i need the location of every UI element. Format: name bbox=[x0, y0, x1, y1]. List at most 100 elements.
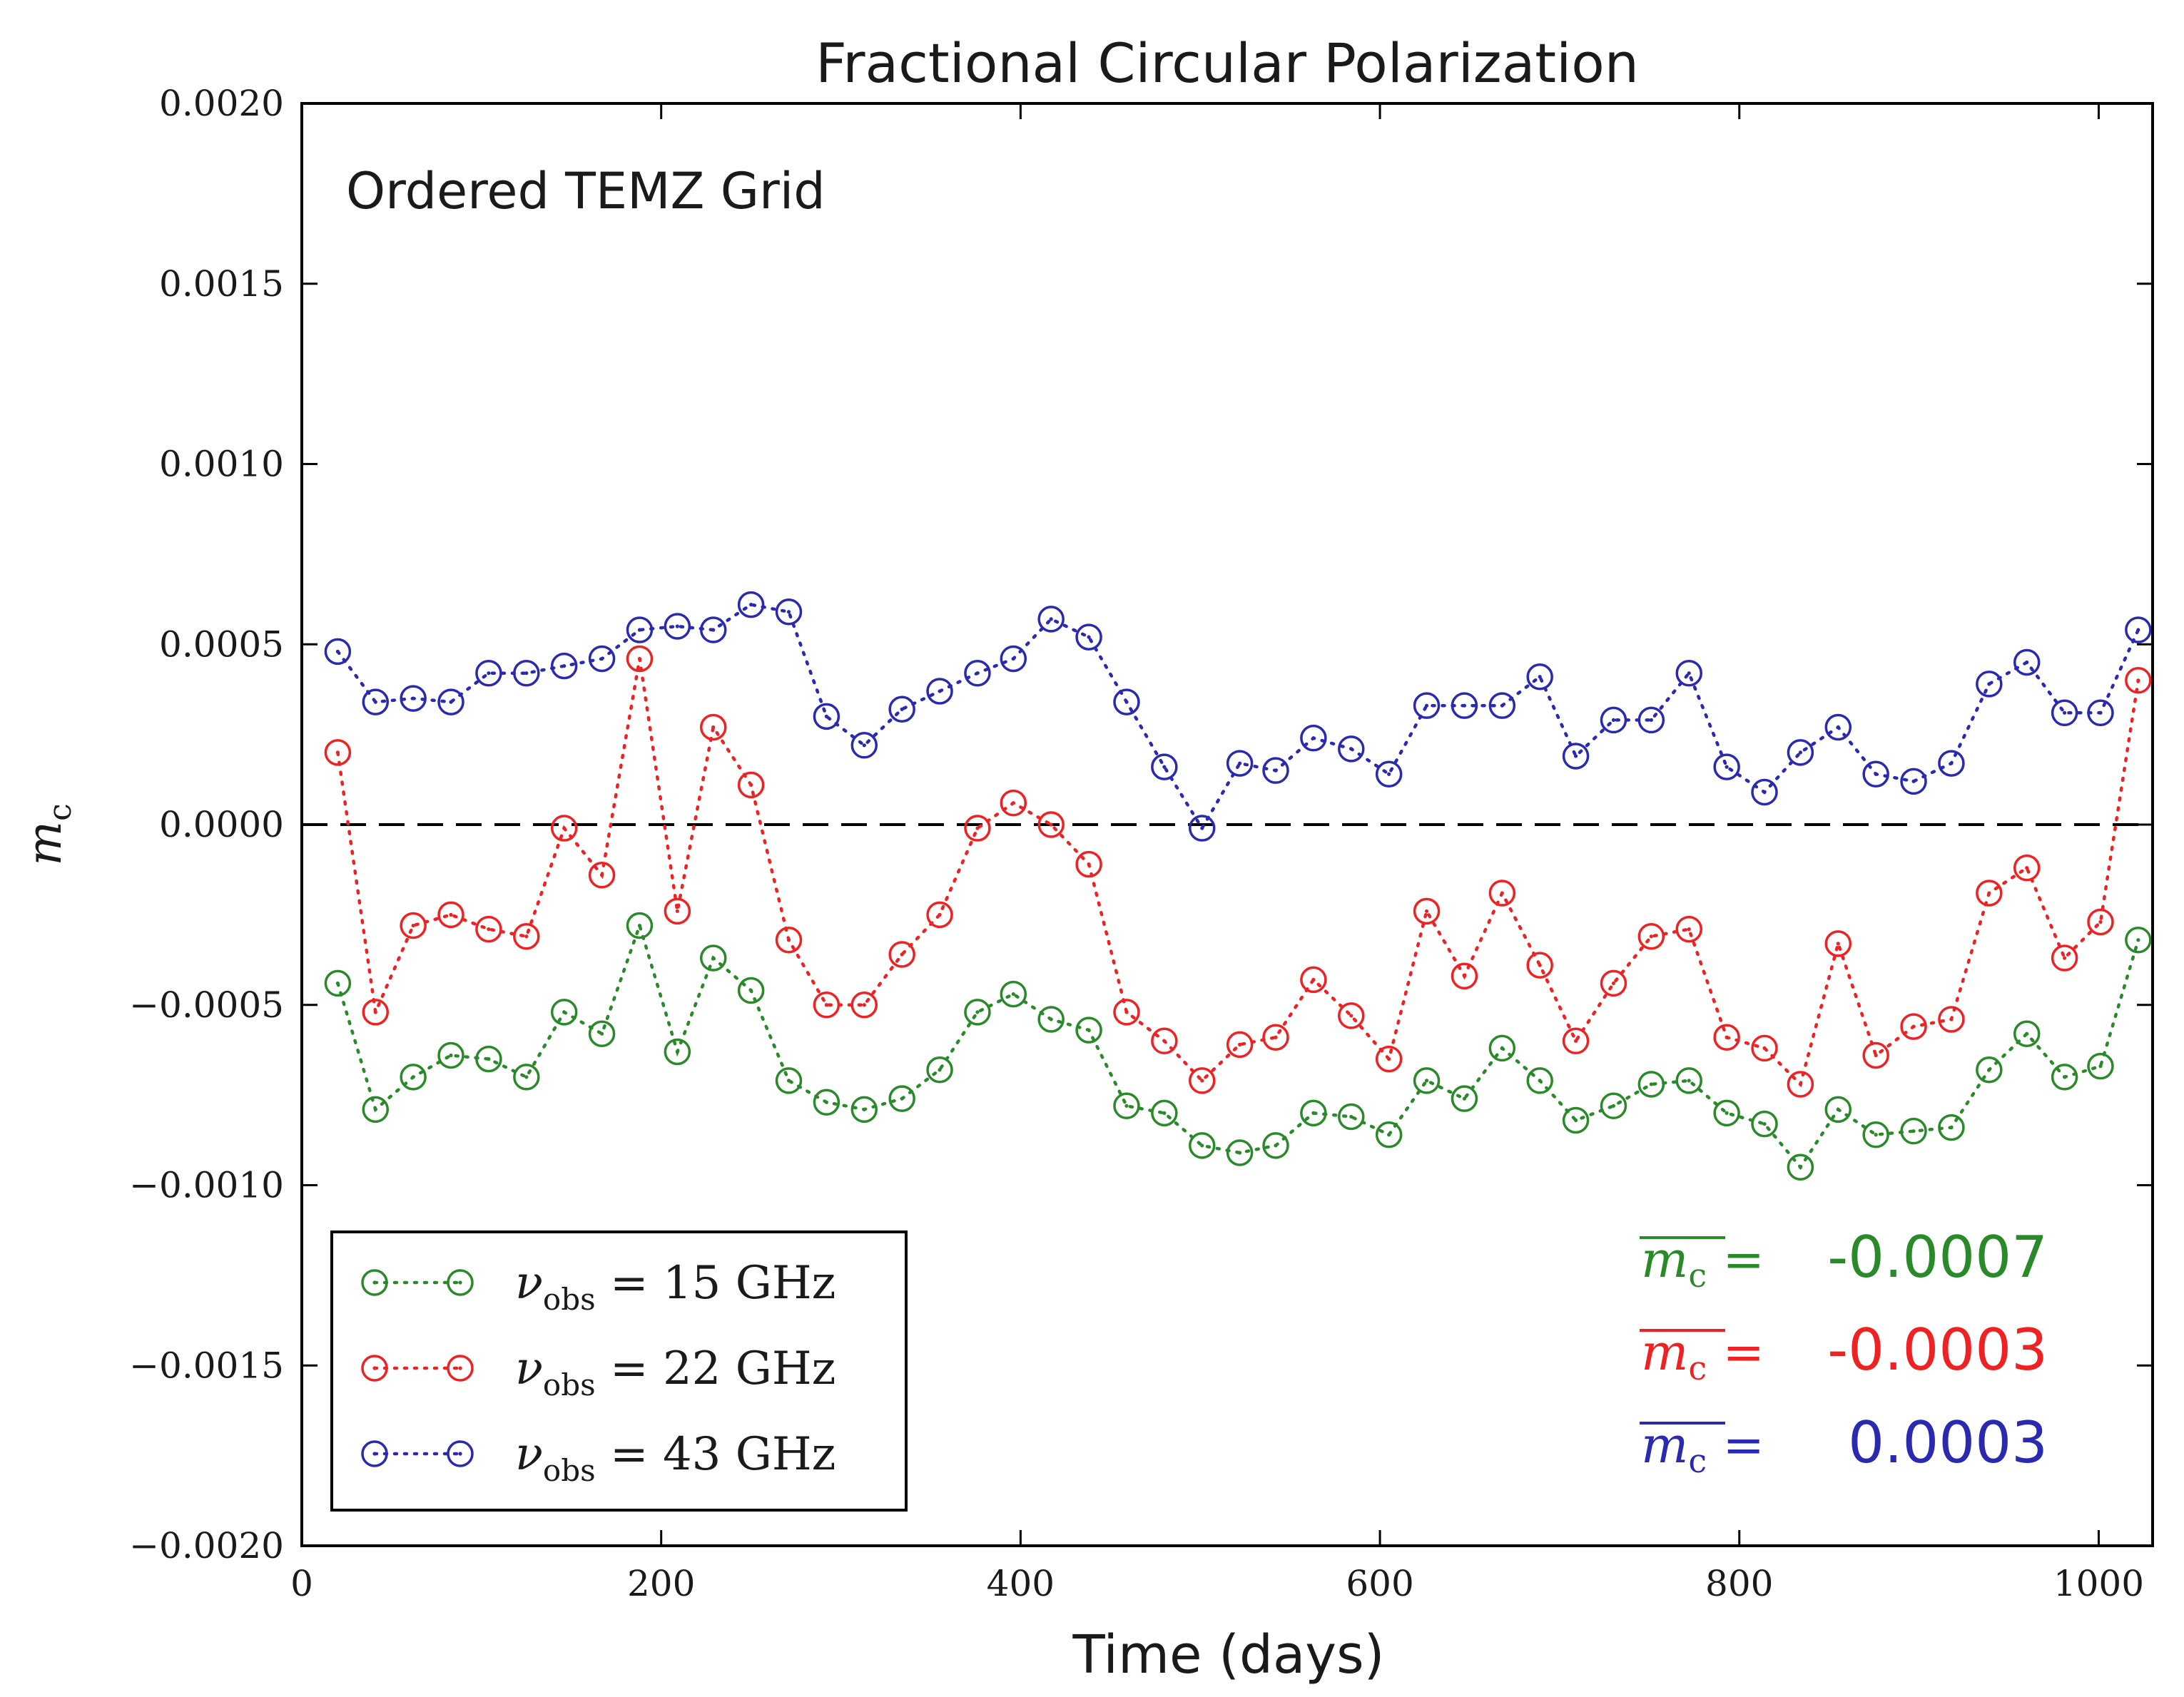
data-point-center bbox=[1311, 736, 1316, 740]
data-point-center bbox=[487, 1056, 491, 1061]
data-point bbox=[2125, 667, 2152, 694]
data-point bbox=[775, 927, 803, 954]
data-point-center bbox=[1874, 1053, 1878, 1058]
data-point bbox=[1413, 1067, 1441, 1094]
x-tick-label: 400 bbox=[987, 1563, 1055, 1604]
legend-entry-red: νobs = 22 GHz bbox=[361, 1342, 835, 1402]
y-tick-labels: 0.0020 0.0015 0.0010 0.0005 0.0000 −0.0005 −0.… bbox=[129, 83, 284, 1566]
data-point bbox=[737, 771, 765, 799]
data-point bbox=[362, 688, 390, 715]
data-point-center bbox=[562, 826, 567, 830]
legend-symbol: ν bbox=[515, 1342, 543, 1395]
data-point-center bbox=[411, 696, 415, 700]
data-point-center bbox=[1238, 1151, 1242, 1155]
data-point bbox=[626, 616, 654, 643]
data-point-center bbox=[1424, 1079, 1429, 1083]
data-point-center bbox=[1087, 635, 1091, 639]
data-point-center bbox=[786, 610, 791, 614]
data-point-center bbox=[1200, 1143, 1204, 1148]
y-tick-label: 0.0015 bbox=[159, 263, 284, 305]
data-point bbox=[813, 1089, 840, 1116]
series-green bbox=[324, 912, 2152, 1181]
y-tick-label: 0.0000 bbox=[159, 804, 284, 845]
mean-label: mc = bbox=[1641, 1416, 1764, 1480]
data-point-center bbox=[1162, 765, 1167, 769]
data-point bbox=[1451, 692, 1478, 719]
mean-label: mc = bbox=[1641, 1230, 1764, 1295]
data-point bbox=[437, 1041, 464, 1069]
y-tick-label: −0.0010 bbox=[129, 1165, 284, 1206]
mean-equals: = bbox=[1707, 1230, 1764, 1289]
data-point bbox=[1562, 743, 1590, 770]
data-point bbox=[1976, 671, 2003, 698]
y-axis-label-main: m bbox=[17, 821, 72, 866]
data-point bbox=[324, 969, 352, 997]
data-point bbox=[475, 915, 502, 943]
data-point-center bbox=[1836, 725, 1840, 730]
data-point bbox=[775, 598, 803, 626]
data-point bbox=[1226, 750, 1254, 777]
data-point bbox=[1938, 1006, 1965, 1033]
data-point-center bbox=[1949, 761, 1954, 765]
legend-subscript: obs bbox=[543, 1282, 596, 1317]
legend-subscript: obs bbox=[543, 1453, 596, 1488]
data-point-center bbox=[1387, 1133, 1391, 1137]
data-point bbox=[850, 732, 878, 759]
data-point-center bbox=[2136, 678, 2140, 683]
data-point-center bbox=[373, 700, 377, 704]
data-point bbox=[1862, 1121, 1889, 1148]
data-point bbox=[1526, 663, 1553, 690]
data-point-center bbox=[524, 934, 529, 939]
data-point-center bbox=[749, 603, 753, 607]
data-point bbox=[2125, 927, 2152, 954]
data-point bbox=[1000, 645, 1027, 673]
data-point bbox=[664, 613, 691, 640]
x-tick-label: 800 bbox=[1705, 1563, 1773, 1604]
data-point-center bbox=[1200, 1079, 1204, 1083]
data-point bbox=[775, 1067, 803, 1094]
data-point bbox=[1862, 760, 1889, 788]
data-point-center bbox=[1311, 1111, 1316, 1115]
data-point bbox=[513, 922, 540, 950]
data-point bbox=[699, 944, 727, 972]
data-point-center bbox=[824, 1003, 828, 1007]
series-red bbox=[324, 645, 2152, 1098]
data-point bbox=[475, 1045, 502, 1073]
data-point-center bbox=[1124, 700, 1129, 704]
legend-marker bbox=[447, 1440, 474, 1467]
data-point bbox=[626, 645, 654, 673]
data-point-center bbox=[1836, 1107, 1840, 1111]
mean-value: 0.0003 bbox=[1848, 1410, 2048, 1476]
data-point-center bbox=[2062, 956, 2067, 960]
data-point bbox=[1075, 623, 1102, 651]
data-point-center bbox=[637, 656, 642, 661]
data-point-center bbox=[1049, 617, 1053, 621]
data-point-center bbox=[599, 656, 604, 661]
data-point bbox=[1675, 1067, 1702, 1094]
data-point-center bbox=[2098, 1064, 2103, 1069]
data-point-center bbox=[862, 1107, 866, 1111]
data-point-center bbox=[711, 956, 716, 960]
data-point bbox=[1262, 757, 1289, 784]
data-point-center bbox=[1538, 963, 1542, 967]
data-point-center bbox=[1349, 1014, 1353, 1018]
data-point bbox=[2051, 1064, 2078, 1091]
data-point-center bbox=[373, 1107, 377, 1111]
mean-equals: = bbox=[1707, 1323, 1764, 1382]
data-point bbox=[1451, 1085, 1478, 1112]
series-line bbox=[336, 603, 2140, 832]
data-point-center bbox=[862, 1003, 866, 1007]
data-point bbox=[1300, 724, 1327, 752]
data-point-center bbox=[1987, 891, 1991, 895]
data-point bbox=[1451, 962, 1478, 990]
data-point bbox=[2087, 908, 2114, 936]
data-point-center bbox=[1274, 1143, 1278, 1148]
data-point bbox=[550, 652, 578, 680]
data-point-center bbox=[1500, 703, 1504, 708]
data-point bbox=[1338, 735, 1365, 763]
data-point bbox=[699, 713, 727, 741]
chart-title: Fractional Circular Polarization bbox=[816, 31, 1639, 95]
data-point bbox=[1787, 1153, 1814, 1181]
data-point bbox=[1113, 1092, 1140, 1120]
